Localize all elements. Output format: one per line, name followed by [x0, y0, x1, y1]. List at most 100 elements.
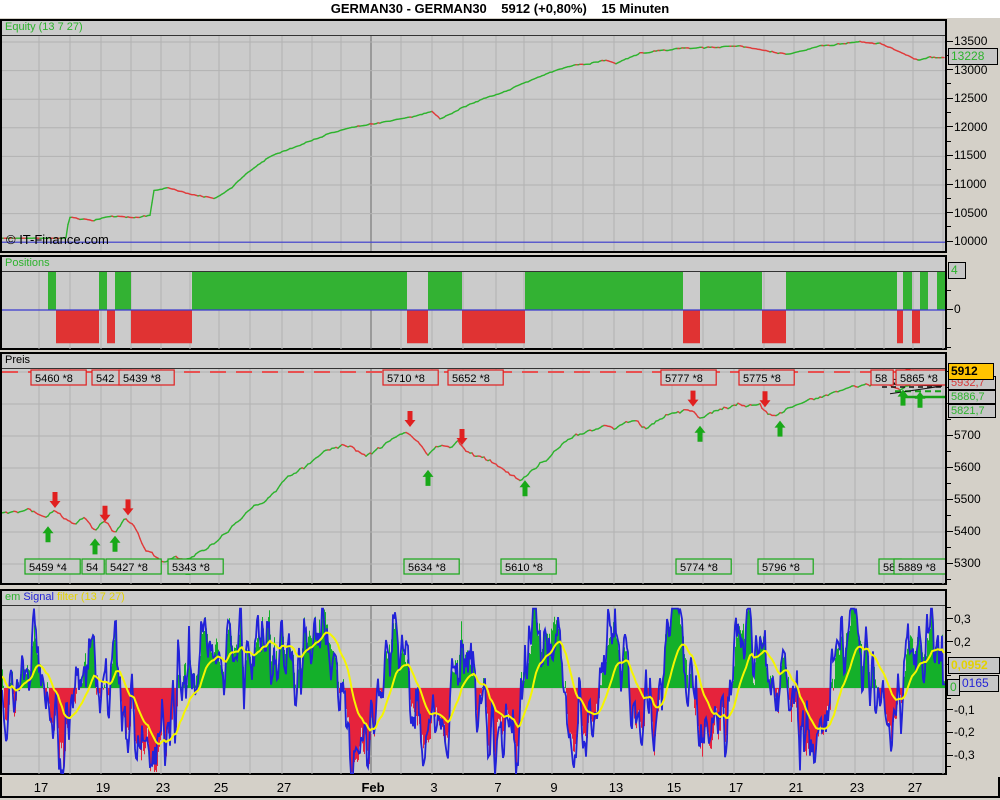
svg-text:5610 *8: 5610 *8	[505, 562, 543, 574]
price-chart[interactable]: 5460 *8 542 5439 *8 5710 *8 5652 *8 5777 *8 57…	[2, 369, 945, 584]
x-tick-label: 7	[494, 780, 502, 795]
axis-tick	[947, 212, 953, 214]
axis-minor-tick	[947, 112, 951, 113]
axis-minor-tick	[947, 226, 951, 228]
price-axis: 5800570056005500540053005932,75886,75821…	[947, 363, 1000, 583]
y-tick-label: 0,3	[954, 611, 971, 626]
short-position-bar	[131, 310, 192, 344]
signal-chart[interactable]	[2, 606, 945, 774]
short-position-bar	[462, 310, 525, 344]
x-tick-label: 15	[666, 780, 682, 795]
short-entry-label: 5865 *8	[895, 369, 945, 386]
short-entry-label: 5652 *8	[447, 369, 504, 386]
y-tick-label: 11500	[954, 148, 987, 163]
y-tick-label: -0,3	[954, 748, 975, 763]
signal-em-label: em	[5, 591, 21, 603]
long-position-bar	[937, 272, 945, 310]
signal-panel-header: em Signal filter (13 7 27)	[2, 591, 945, 606]
order-level-value: 5886,7	[948, 390, 996, 404]
equity-curve	[2, 40, 945, 240]
axis-minor-tick	[947, 607, 951, 609]
equity-panel-header: Equity (13 7 27)	[2, 21, 945, 36]
long-entry-label: 5459 *4	[24, 558, 81, 575]
axis-tick	[947, 240, 953, 242]
long-entry-label: 5634 *8	[403, 558, 460, 575]
x-tick-label: 27	[907, 780, 923, 795]
axis-minor-tick	[947, 418, 951, 420]
buy-arrow	[694, 425, 706, 442]
y-tick-label: 5700	[954, 428, 981, 442]
axis-tick	[947, 562, 953, 564]
axis-tick	[947, 69, 953, 71]
short-position-bar	[56, 310, 99, 344]
sell-arrow	[122, 499, 134, 516]
long-position-bar	[99, 272, 107, 310]
short-position-bar	[897, 310, 903, 344]
x-tick-label: 13	[608, 780, 624, 795]
x-tick-label: 19	[95, 780, 111, 795]
current-filter-value: 0,0952	[948, 657, 1000, 675]
svg-text:5427 *8: 5427 *8	[110, 562, 148, 574]
positions-panel-label: Positions	[5, 257, 50, 269]
long-position-bar	[786, 272, 897, 310]
y-tick-label: 12500	[954, 91, 988, 106]
svg-text:5889 *8: 5889 *8	[898, 562, 936, 574]
equity-axis: 13500 13000 12500 12000 11500 11000 10500 10000…	[947, 34, 1000, 250]
axis-tick	[947, 498, 953, 500]
signal-line	[2, 607, 945, 774]
svg-text:5652 *8: 5652 *8	[452, 373, 490, 385]
axis-minor-tick	[947, 652, 951, 654]
axis-tick	[947, 530, 953, 532]
y-tick-label: 10500	[954, 205, 988, 220]
chart-title: GERMAN30 - GERMAN30 5912 (+0,80%) 15 Min…	[0, 0, 1000, 18]
buy-arrow	[89, 538, 101, 555]
svg-text:5460 *8: 5460 *8	[35, 373, 73, 385]
long-position-bar	[192, 272, 407, 310]
axis-minor-tick	[947, 83, 951, 85]
axis-minor-tick	[947, 629, 951, 631]
svg-text:58: 58	[883, 562, 895, 574]
axis-tick	[947, 40, 953, 42]
positions-chart[interactable]	[2, 272, 945, 349]
price-panel-header: Preis	[2, 354, 945, 369]
x-tick-label: 21	[788, 780, 804, 795]
filter-line	[2, 631, 945, 745]
buy-arrow	[897, 389, 909, 406]
short-entry-label: 5439 *8	[118, 369, 175, 386]
time-axis: 17 19 23 25 27 Feb 3 7 9 13 15 17 21 23 27	[0, 777, 1000, 798]
axis-tick	[947, 97, 953, 99]
axis-minor-tick	[947, 482, 951, 484]
svg-text:5777 *8: 5777 *8	[665, 373, 703, 385]
long-position-bar	[903, 272, 912, 310]
x-tick-label: 3	[430, 780, 438, 795]
signal-filter-label: filter (13 7 27)	[56, 591, 125, 603]
y-tick-label: 13500	[954, 34, 988, 48]
label-connector-line	[889, 385, 943, 395]
equity-chart[interactable]	[2, 36, 945, 251]
short-position-bar	[107, 310, 115, 344]
current-signal-value: 0165	[959, 675, 999, 693]
axis-tick	[947, 466, 953, 468]
sell-arrow	[404, 411, 416, 427]
axis-minor-tick	[947, 197, 951, 199]
svg-text:5439 *8: 5439 *8	[123, 373, 161, 385]
short-entry-label: 5775 *8	[738, 369, 795, 386]
svg-text:5774 *8: 5774 *8	[680, 562, 718, 574]
long-position-bar	[115, 272, 131, 310]
axis-minor-tick	[947, 346, 951, 348]
axis-minor-tick	[947, 578, 951, 580]
y-tick-label: -0,1	[954, 702, 975, 717]
axis-minor-tick	[947, 140, 951, 142]
axis-tick	[947, 731, 953, 733]
short-entry-label: 5460 *8	[30, 369, 87, 386]
y-tick-label: -0,2	[954, 725, 975, 740]
signal-axis: 0,3 0,2 -0,1 -0,2 -0,3 0,0952 0 0165	[947, 605, 1000, 773]
buy-arrow	[519, 480, 531, 497]
svg-text:5710 *8: 5710 *8	[387, 373, 425, 385]
long-entry-label: 5427 *8	[105, 558, 162, 575]
long-entry-label: 5343 *8	[167, 558, 224, 575]
price-curve	[2, 369, 945, 563]
short-position-bar	[683, 310, 700, 344]
axis-tick	[947, 183, 953, 185]
